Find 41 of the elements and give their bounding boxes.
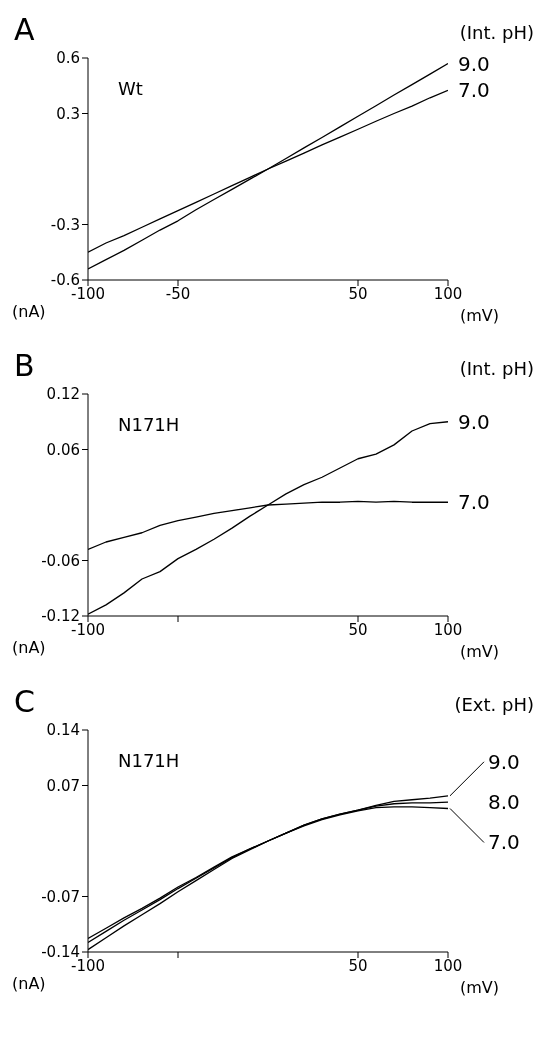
x-tick-label: 50	[348, 284, 368, 303]
y-axis-title: (nA)	[12, 638, 46, 657]
series-label: 8.0	[488, 790, 520, 815]
x-axis-title: (mV)	[460, 642, 500, 661]
x-tick-label: 100	[433, 620, 463, 639]
y-tick-label: -0.3	[50, 215, 80, 234]
y-tick-label: 0.6	[56, 49, 80, 68]
x-tick-label: -100	[70, 620, 106, 639]
y-axis-title: (nA)	[12, 974, 46, 993]
text: 7.0	[488, 830, 520, 855]
text: N171H	[118, 750, 180, 771]
x-tick-label: -100	[70, 284, 106, 303]
chart-title: B	[14, 348, 35, 383]
series-label: 9.0	[458, 409, 490, 434]
y-tick-label: 0.3	[56, 104, 80, 123]
x-tick-label: -50	[165, 284, 191, 303]
legend-title: (Ext. pH)	[454, 694, 534, 715]
series-label: 7.0	[458, 490, 490, 515]
y-tick-label: 0.07	[46, 776, 80, 795]
y-tick-label: -0.06	[41, 551, 80, 570]
x-tick-label: -100	[70, 956, 106, 975]
series-label: 7.0	[458, 78, 490, 103]
x-tick-label: 50	[348, 620, 368, 639]
x-tick-label: 100	[433, 284, 463, 303]
text: Wt	[118, 78, 143, 99]
chart-title: C	[14, 684, 35, 719]
chart-title: A	[14, 12, 35, 47]
text: 9.0	[488, 749, 520, 774]
y-axis-title: (nA)	[12, 302, 46, 321]
x-axis-title: (mV)	[460, 978, 500, 997]
legend-title: (Int. pH)	[459, 22, 534, 43]
text: N171H	[118, 414, 180, 435]
x-tick-label: 50	[348, 956, 368, 975]
x-axis-title: (mV)	[460, 306, 500, 325]
legend-title: (Int. pH)	[459, 358, 534, 379]
y-tick-label: 0.06	[46, 440, 80, 459]
y-tick-label: -0.07	[41, 887, 80, 906]
y-tick-label: 0.14	[46, 721, 80, 740]
series-label: 9.0	[458, 51, 490, 76]
y-tick-label: 0.12	[46, 385, 80, 404]
x-tick-label: 100	[433, 956, 463, 975]
